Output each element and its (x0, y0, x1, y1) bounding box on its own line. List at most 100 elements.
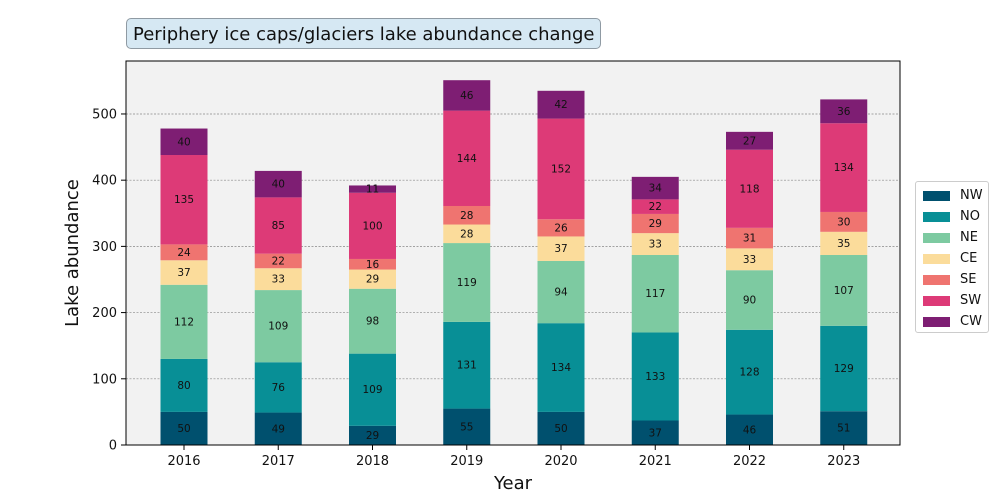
bar-segment-sw-2023 (820, 123, 868, 212)
data-label: 133 (645, 371, 665, 383)
bar-segment-sw-2021 (631, 199, 679, 214)
data-label: 112 (174, 316, 194, 328)
data-label: 80 (177, 380, 190, 392)
bar-segment-nw-2019 (443, 408, 491, 445)
data-label: 31 (743, 233, 756, 245)
bar-segment-cw-2019 (443, 80, 491, 111)
bar-segment-sw-2020 (537, 118, 585, 220)
x-tick-label: 2021 (639, 454, 672, 469)
data-label: 51 (837, 423, 850, 435)
x-tick-label: 2023 (827, 454, 860, 469)
data-label: 28 (460, 210, 473, 222)
x-axis-label: Year (493, 473, 533, 494)
bar-segment-sw-2019 (443, 110, 491, 206)
x-tick-label: 2016 (167, 454, 200, 469)
data-label: 109 (268, 321, 288, 333)
bar-segment-se-2016 (160, 244, 208, 261)
data-label: 33 (272, 274, 285, 286)
bar-segment-ne-2021 (631, 254, 679, 333)
bar-segment-sw-2018 (349, 192, 396, 259)
data-label: 16 (366, 259, 380, 271)
y-tick-label: 100 (92, 372, 117, 387)
legend-item-ce: CE (923, 248, 988, 269)
bar-segment-ce-2023 (820, 231, 868, 255)
data-label: 35 (837, 238, 850, 250)
data-label: 128 (739, 367, 759, 379)
bar-segment-cw-2020 (537, 90, 585, 119)
legend-item-no: NO (923, 206, 988, 227)
bar-segment-ce-2021 (631, 233, 679, 255)
data-label: 37 (177, 267, 190, 279)
data-label: 34 (649, 183, 663, 195)
data-label: 29 (649, 218, 662, 230)
bar-segment-se-2020 (537, 219, 585, 237)
legend-item-sw: SW (923, 290, 988, 311)
data-label: 100 (362, 220, 382, 232)
bar-segment-se-2021 (631, 213, 679, 234)
bar-segment-ce-2017 (254, 268, 302, 291)
data-label: 94 (554, 287, 568, 299)
data-label: 109 (362, 384, 382, 396)
legend-label: NE (960, 230, 978, 245)
bar-segment-sw-2017 (254, 197, 302, 254)
bar-segment-nw-2023 (820, 411, 868, 445)
bar-segment-sw-2022 (726, 149, 773, 228)
bar-segment-nw-2018 (349, 425, 396, 445)
legend-label: SW (960, 293, 982, 308)
data-label: 42 (554, 99, 567, 111)
y-tick-label: 400 (92, 174, 117, 189)
bar-segment-ce-2020 (537, 236, 585, 261)
bar-segment-no-2021 (631, 332, 679, 421)
y-axis-label: Lake abundance (62, 179, 83, 327)
bar-segment-cw-2016 (160, 128, 208, 156)
data-label: 117 (645, 288, 665, 300)
data-label: 37 (649, 427, 662, 439)
data-label: 24 (177, 247, 191, 259)
legend-label: CW (960, 314, 982, 329)
legend-swatch (923, 190, 950, 201)
bar-segment-cw-2022 (726, 131, 773, 150)
data-label: 144 (457, 153, 477, 165)
bar-segment-ne-2017 (254, 290, 302, 363)
data-label: 152 (551, 163, 571, 175)
legend-item-se: SE (923, 269, 988, 290)
data-label: 29 (366, 274, 379, 286)
bar-segment-ce-2018 (349, 269, 396, 289)
bar-segment-ne-2019 (443, 243, 491, 322)
legend: NW NO NE CE SE SW CW (915, 181, 989, 333)
bar-segment-ce-2016 (160, 260, 208, 285)
data-label: 118 (739, 183, 759, 195)
legend-label: CE (960, 251, 978, 266)
bar-segment-no-2022 (726, 329, 773, 415)
data-label: 50 (177, 423, 190, 435)
bar-segment-nw-2016 (160, 411, 208, 445)
bar-segment-ne-2022 (726, 270, 773, 330)
bar-segment-no-2017 (254, 362, 302, 413)
legend-swatch (923, 253, 950, 264)
bar-segment-nw-2021 (631, 420, 679, 445)
x-tick-label: 2018 (356, 454, 389, 469)
bar-segment-ne-2016 (160, 284, 208, 359)
legend-label: NO (960, 209, 980, 224)
bar-segment-cw-2017 (254, 170, 302, 198)
data-label: 50 (554, 423, 567, 435)
x-tick-label: 2020 (544, 454, 577, 469)
x-tick-label: 2019 (450, 454, 483, 469)
data-label: 26 (554, 222, 568, 234)
data-label: 40 (177, 136, 190, 148)
data-label: 30 (837, 216, 850, 228)
data-label: 22 (272, 255, 285, 267)
bar-segment-nw-2020 (537, 411, 585, 445)
legend-item-nw: NW (923, 185, 988, 206)
data-label: 46 (460, 90, 474, 102)
data-label: 11 (366, 184, 379, 196)
data-label: 46 (743, 424, 757, 436)
data-label: 107 (834, 285, 854, 297)
y-tick-label: 0 (109, 439, 117, 454)
bar-segment-nw-2022 (726, 414, 773, 445)
legend-swatch (923, 316, 950, 327)
data-label: 134 (834, 162, 854, 174)
plot-area (126, 61, 900, 445)
bar-segment-se-2019 (443, 205, 491, 225)
